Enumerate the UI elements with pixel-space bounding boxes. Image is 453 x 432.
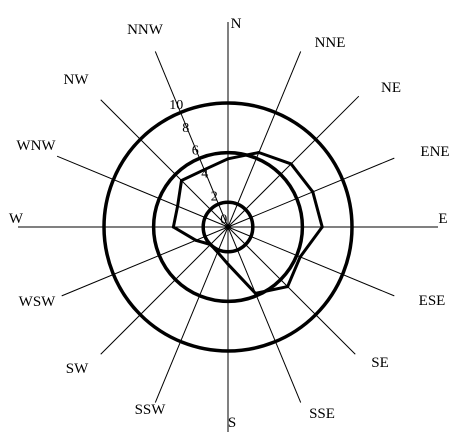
direction-label-wsw: WSW [19,294,57,310]
data-point-sw [209,243,212,246]
direction-label-ene: ENE [420,144,449,160]
data-point-nne [257,151,261,154]
tick-label-4: 4 [201,167,208,182]
spoke-se [227,226,356,355]
data-point-n [226,157,230,161]
data-point-s [226,262,230,266]
spoke-sse [227,226,302,403]
direction-label-ssw: SSW [135,402,167,418]
spoke-wnw [56,155,229,228]
direction-label-nnw: NNW [127,22,164,38]
data-point-w [171,225,175,229]
data-point-sse [254,291,257,295]
direction-label-se: SE [371,355,389,371]
direction-label-n: N [231,16,242,32]
spoke-sw [100,226,229,355]
direction-label-e: E [438,211,447,227]
spoke-nne [227,51,302,228]
direction-label-s: S [228,415,236,431]
data-point-ssw [216,250,220,254]
direction-label-nw: NW [64,72,90,88]
data-point-nnw [202,168,206,172]
tick-label-2: 2 [211,190,218,205]
spoke-nw [100,99,229,228]
tick-label-10: 10 [169,98,183,113]
direction-label-ne: NE [381,80,401,96]
data-point-wsw [194,238,198,242]
tick-label-0: 0 [220,213,227,228]
direction-spokes [18,22,438,432]
spoke-wsw [61,226,229,297]
spoke-nnw [154,51,229,228]
direction-labels: N NNE NE ENE E ESE SE SSE S SSW SW WSW W WNW NW NNW [9,16,450,431]
direction-label-ese: ESE [419,293,446,309]
data-point-se [286,285,290,289]
data-point-nw [180,179,183,182]
data-point-ese [298,255,302,259]
data-point-e [320,225,324,229]
series-polygon-0 [171,150,324,296]
direction-label-wnw: WNW [16,138,56,154]
spoke-ene [227,157,395,228]
spoke-ese [227,226,395,297]
direction-label-sse: SSE [309,406,335,422]
tick-label-8: 8 [182,121,189,136]
direction-label-w: W [9,211,24,227]
tick-label-6: 6 [192,144,199,159]
spoke-ssw [154,226,229,403]
direction-label-nne: NNE [315,35,346,51]
data-point-ne [289,162,293,166]
series-layer [171,150,324,296]
spoke-ne [227,95,360,228]
data-point-wnw [176,204,180,208]
direction-label-sw: SW [66,361,89,377]
data-point-ene [311,190,315,194]
